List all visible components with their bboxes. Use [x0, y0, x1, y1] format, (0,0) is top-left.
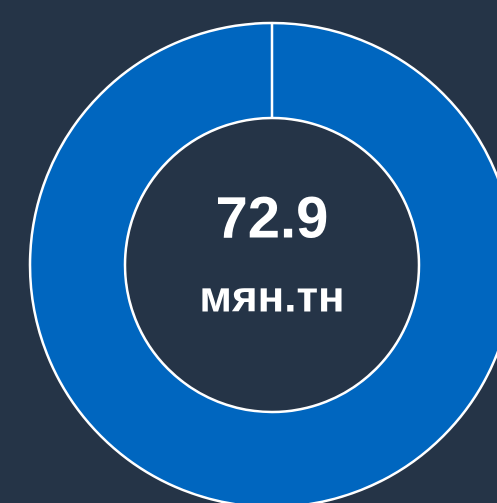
donut	[28, 21, 497, 503]
donut-segment	[28, 21, 497, 503]
center-value: 72.9	[216, 185, 329, 250]
center-unit: мян.тн	[199, 273, 344, 322]
